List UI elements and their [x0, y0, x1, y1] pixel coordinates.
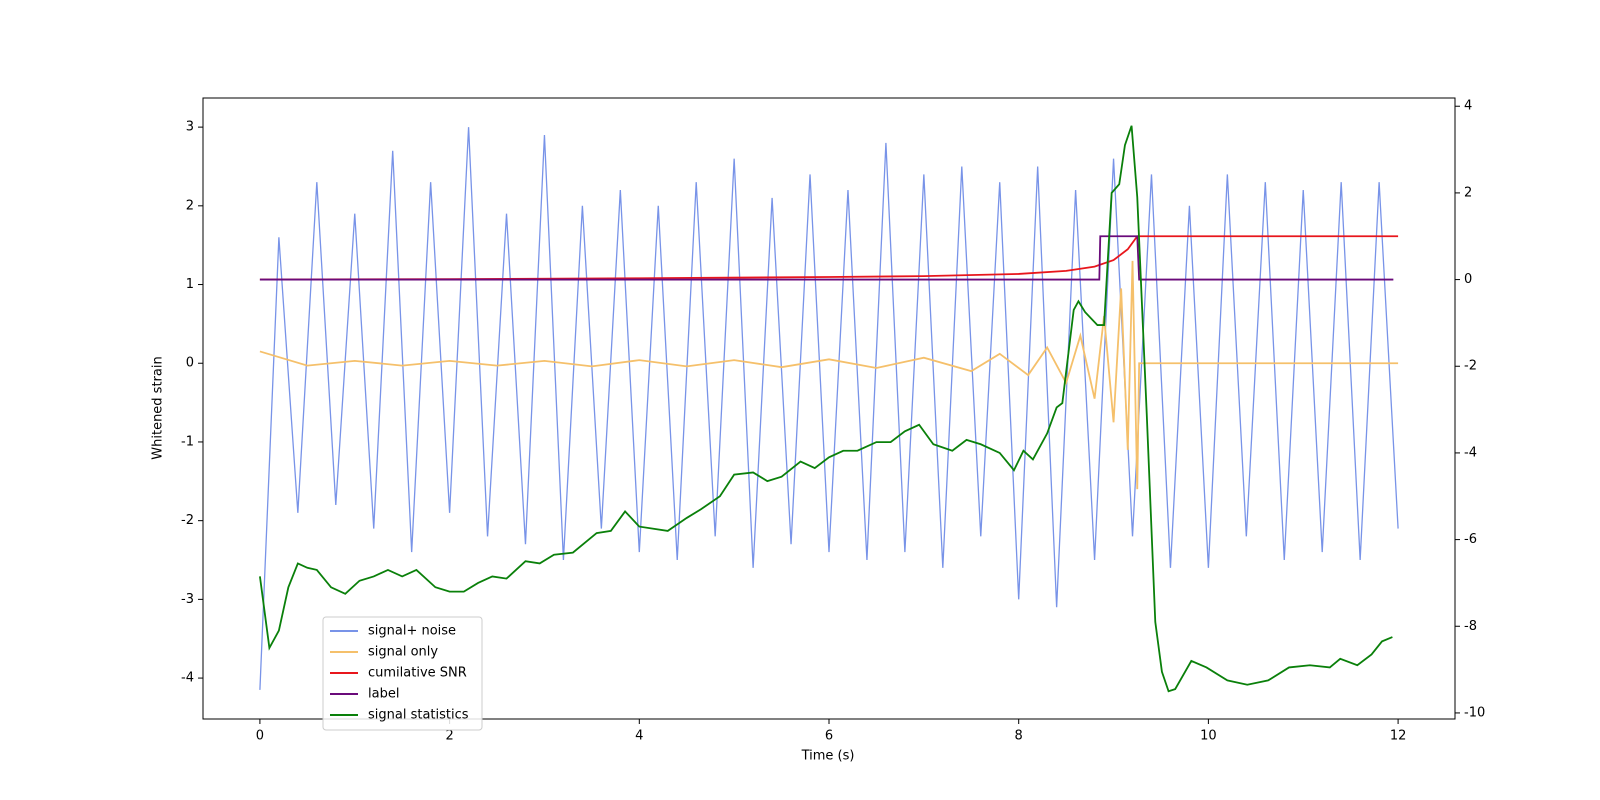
series-line: [259, 127, 1399, 690]
y2-tick-label: 2: [1464, 185, 1472, 200]
y-tick-label: -3: [181, 592, 194, 607]
x-tick-label: 10: [1200, 729, 1217, 744]
series-line: [259, 235, 1394, 281]
y-tick-label: -4: [181, 671, 194, 686]
y2-tick-label: 0: [1464, 272, 1472, 287]
y2-tick-label: 4: [1464, 99, 1472, 114]
y-tick-label: 0: [186, 356, 194, 371]
series-line: [259, 235, 1399, 281]
x-tick-label: 8: [1015, 729, 1023, 744]
series-line: [259, 260, 1399, 490]
x-tick-label: 6: [825, 729, 833, 744]
y-tick-label: 1: [186, 277, 194, 292]
x-tick-label: 12: [1390, 729, 1407, 744]
y2-tick-label: -8: [1464, 619, 1477, 634]
y-tick-label: -1: [181, 434, 194, 449]
legend-label: signal+ noise: [368, 624, 456, 639]
legend-label: label: [368, 687, 399, 702]
legend-label: cumilative SNR: [368, 666, 467, 681]
legend-label: signal statistics: [368, 708, 469, 723]
y-tick-label: 2: [186, 198, 194, 213]
y2-tick-label: -6: [1464, 532, 1477, 547]
y-tick-label: 3: [186, 120, 194, 135]
x-axis-label: Time (s): [801, 749, 855, 764]
x-tick-label: 4: [635, 729, 643, 744]
legend-box: [322, 616, 483, 731]
y2-tick-label: -2: [1464, 359, 1477, 374]
y2-tick-label: -10: [1464, 705, 1485, 720]
legend-label: signal only: [368, 645, 438, 660]
y-axis-label: Whitened strain: [151, 356, 166, 459]
x-tick-label: 2: [445, 729, 453, 744]
series-line: [259, 125, 1393, 693]
y2-tick-label: -4: [1464, 445, 1477, 460]
x-tick-label: 0: [256, 729, 264, 744]
y-tick-label: -2: [181, 513, 194, 528]
